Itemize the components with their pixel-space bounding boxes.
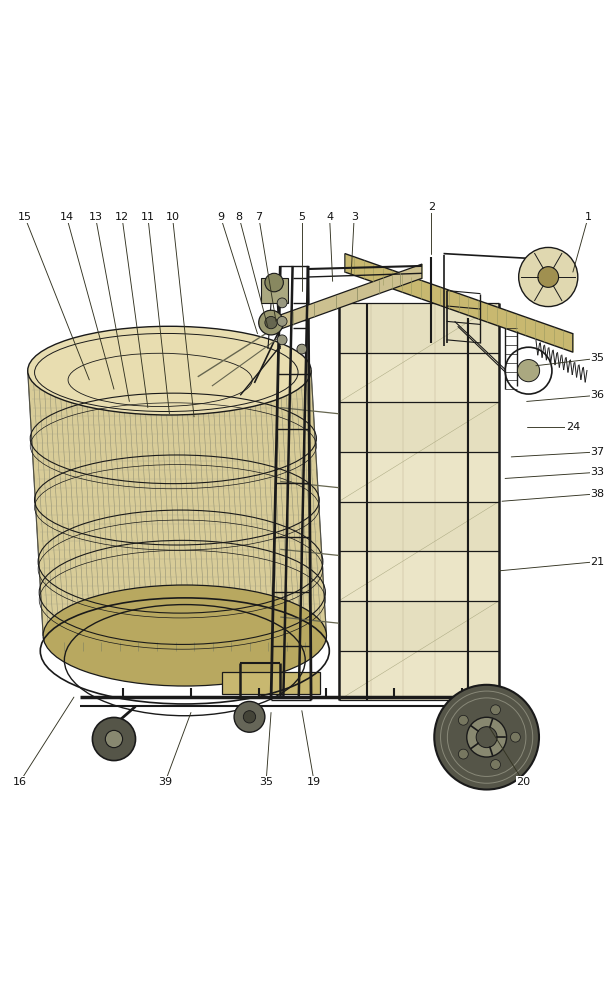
Ellipse shape — [28, 326, 311, 415]
Text: 21: 21 — [591, 557, 604, 567]
Circle shape — [458, 749, 468, 759]
Circle shape — [265, 273, 283, 292]
Text: 38: 38 — [591, 489, 604, 499]
Text: 7: 7 — [255, 212, 262, 222]
Circle shape — [265, 316, 277, 329]
Text: 4: 4 — [326, 212, 333, 222]
Circle shape — [297, 344, 307, 354]
Circle shape — [234, 701, 265, 732]
Circle shape — [511, 732, 521, 742]
Polygon shape — [339, 353, 499, 402]
Polygon shape — [261, 278, 288, 303]
Text: 15: 15 — [18, 212, 31, 222]
Circle shape — [467, 717, 506, 757]
Polygon shape — [222, 672, 320, 694]
Text: 2: 2 — [428, 202, 435, 212]
Polygon shape — [339, 651, 499, 700]
Polygon shape — [339, 452, 499, 502]
Circle shape — [490, 705, 500, 715]
Circle shape — [538, 267, 559, 287]
Text: 1: 1 — [585, 212, 592, 222]
Text: 5: 5 — [298, 212, 306, 222]
Text: 24: 24 — [565, 422, 580, 432]
Ellipse shape — [43, 585, 326, 686]
Text: 12: 12 — [115, 212, 129, 222]
Text: 9: 9 — [217, 212, 224, 222]
Polygon shape — [345, 254, 573, 352]
Text: 20: 20 — [517, 777, 530, 787]
Circle shape — [490, 760, 500, 769]
Polygon shape — [339, 402, 499, 452]
Circle shape — [105, 730, 123, 748]
Polygon shape — [271, 264, 422, 332]
Text: 10: 10 — [166, 212, 179, 222]
Text: 36: 36 — [591, 390, 604, 400]
Text: 35: 35 — [591, 353, 604, 363]
Text: 8: 8 — [235, 212, 243, 222]
Polygon shape — [339, 502, 499, 551]
Circle shape — [434, 685, 539, 790]
Text: 39: 39 — [158, 777, 172, 787]
Text: 37: 37 — [591, 447, 604, 457]
Circle shape — [277, 335, 287, 345]
Text: 14: 14 — [60, 212, 73, 222]
Polygon shape — [28, 371, 326, 636]
Circle shape — [476, 727, 497, 748]
Circle shape — [458, 715, 468, 725]
Polygon shape — [339, 551, 499, 601]
Circle shape — [519, 247, 578, 307]
Circle shape — [517, 360, 540, 382]
Circle shape — [277, 316, 287, 326]
Circle shape — [92, 717, 136, 761]
Polygon shape — [339, 601, 499, 651]
Circle shape — [243, 711, 256, 723]
Text: 11: 11 — [141, 212, 155, 222]
Circle shape — [277, 298, 287, 308]
Text: 33: 33 — [591, 467, 604, 477]
Text: 16: 16 — [13, 777, 26, 787]
Circle shape — [259, 310, 283, 335]
Text: 35: 35 — [259, 777, 273, 787]
Text: 13: 13 — [89, 212, 102, 222]
Text: 19: 19 — [307, 777, 321, 787]
Polygon shape — [339, 303, 499, 353]
Text: 3: 3 — [351, 212, 358, 222]
